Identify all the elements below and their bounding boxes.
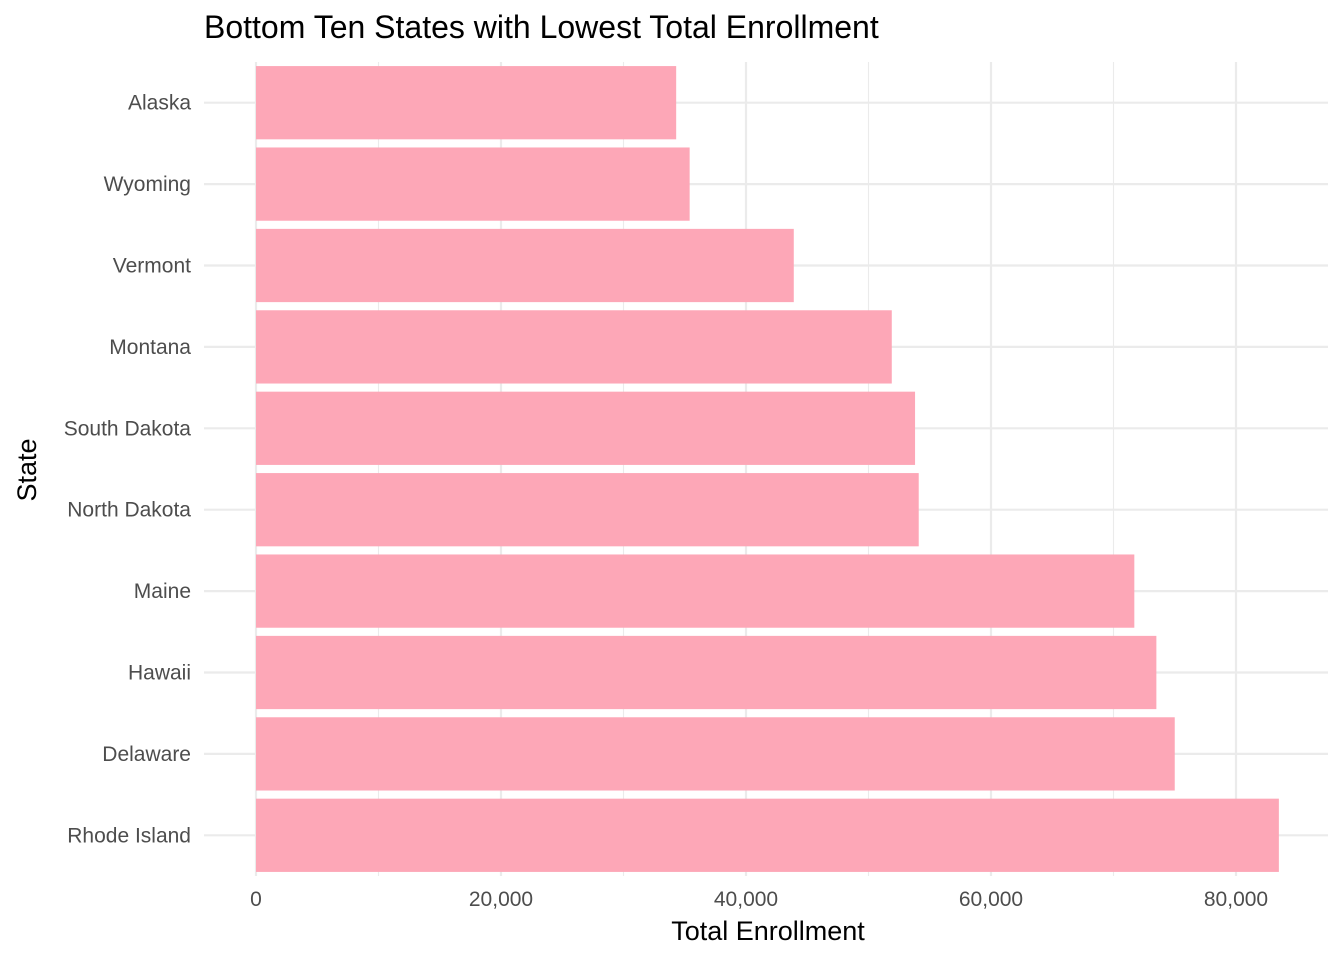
y-tick-label: North Dakota xyxy=(67,499,191,522)
chart-title: Bottom Ten States with Lowest Total Enro… xyxy=(204,9,879,45)
x-tick-label: 40,000 xyxy=(714,888,778,911)
bars xyxy=(256,66,1279,872)
x-tick-label: 0 xyxy=(250,888,262,911)
y-tick-label: Vermont xyxy=(113,255,191,278)
x-tick-label: 60,000 xyxy=(959,888,1023,911)
bar-alaska xyxy=(256,66,677,140)
bar-maine xyxy=(256,554,1135,628)
bar-north-dakota xyxy=(256,473,919,547)
y-tick-label: Wyoming xyxy=(104,173,191,196)
bar-hawaii xyxy=(256,635,1157,710)
y-tick-label: Montana xyxy=(109,336,191,359)
bar-montana xyxy=(256,310,892,384)
x-tick-label: 20,000 xyxy=(469,888,533,911)
x-axis-tick-labels: 0 20,000 40,000 60,000 80,000 xyxy=(250,888,1268,911)
y-tick-label: Hawaii xyxy=(128,662,191,685)
y-tick-label: South Dakota xyxy=(64,417,192,440)
y-axis-title: State xyxy=(12,438,42,501)
bar-wyoming xyxy=(256,147,690,221)
x-axis-title: Total Enrollment xyxy=(671,916,865,946)
bar-delaware xyxy=(256,717,1175,791)
y-tick-label: Alaska xyxy=(128,92,191,115)
y-tick-label: Rhode Island xyxy=(67,824,191,847)
y-axis-tick-labels: Alaska Wyoming Vermont Montana South Dakota N… xyxy=(64,92,192,848)
x-tick-label: 80,000 xyxy=(1204,888,1268,911)
bar-rhode-island xyxy=(256,798,1279,872)
bar-vermont xyxy=(256,228,794,303)
y-tick-label: Delaware xyxy=(102,743,191,766)
y-tick-label: Maine xyxy=(134,580,191,603)
bar-south-dakota xyxy=(256,391,916,465)
